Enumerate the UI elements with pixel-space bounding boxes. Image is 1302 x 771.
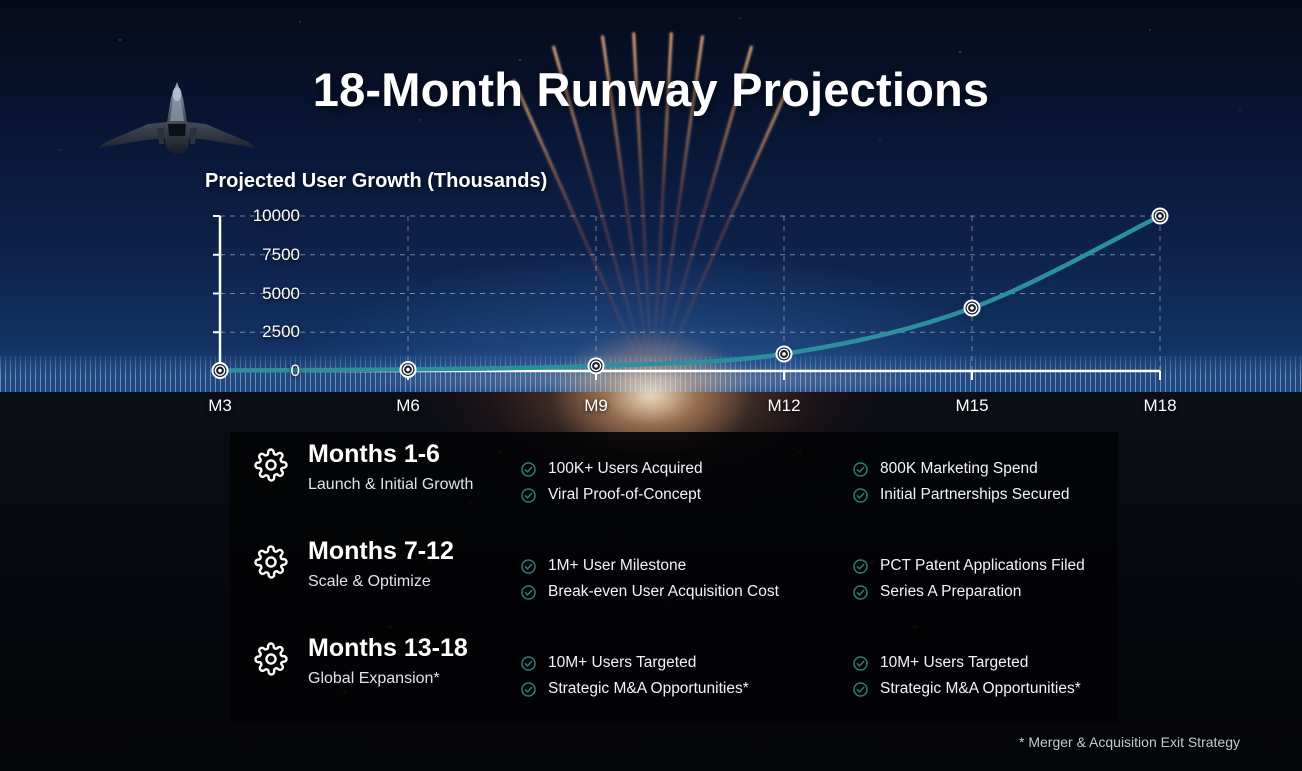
chart-y-tick-label: 5000: [262, 283, 300, 303]
chart-data-point[interactable]: [1151, 207, 1169, 225]
chart-svg: [211, 207, 1169, 380]
chart-data-point[interactable]: [399, 360, 417, 378]
chart-line-series: [217, 213, 1163, 373]
milestone-row: Months 1-6 Launch & Initial Growth 100K+ …: [230, 434, 1118, 531]
milestone-item-label: Viral Proof-of-Concept: [548, 486, 702, 503]
circle-check-icon: [520, 487, 537, 504]
chart-y-tick-label: 7500: [262, 244, 300, 264]
milestone-item: Strategic M&A Opportunities*: [520, 676, 860, 702]
gear-icon: [254, 448, 288, 482]
milestone-column-right: 800K Marketing Spend Initial Partnership…: [852, 456, 1192, 508]
milestones-panel: Months 1-6 Launch & Initial Growth 100K+ …: [230, 432, 1118, 723]
milestone-item: 10M+ Users Targeted: [852, 650, 1192, 676]
milestone-item-label: 800K Marketing Spend: [880, 460, 1038, 477]
milestone-item-label: 10M+ Users Targeted: [880, 654, 1029, 671]
milestone-column-left: 10M+ Users Targeted Strategic M&A Opport…: [520, 650, 860, 702]
circle-check-icon: [852, 584, 869, 601]
circle-check-icon: [520, 584, 537, 601]
chart-y-tick-label: 2500: [262, 322, 300, 342]
milestone-item-label: Series A Preparation: [880, 583, 1022, 600]
milestone-column-right: 10M+ Users Targeted Strategic M&A Opport…: [852, 650, 1192, 702]
milestone-item-label: 10M+ Users Targeted: [548, 654, 697, 671]
milestone-row-title: Months 13-18: [308, 634, 468, 662]
chart-x-tick-label: M18: [1143, 396, 1177, 415]
milestone-row-title: Months 1-6: [308, 440, 440, 468]
chart-x-tick-label: M15: [955, 396, 989, 415]
milestone-item: Viral Proof-of-Concept: [520, 482, 860, 508]
circle-check-icon: [520, 655, 537, 672]
milestone-item: 800K Marketing Spend: [852, 456, 1192, 482]
circle-check-icon: [852, 487, 869, 504]
chart-data-point[interactable]: [211, 362, 229, 380]
milestone-item-label: PCT Patent Applications Filed: [880, 557, 1085, 574]
milestone-item: Series A Preparation: [852, 579, 1192, 605]
chart-plot-area: [125, 198, 1205, 398]
milestone-row: Months 13-18 Global Expansion* 10M+ Users…: [230, 628, 1118, 725]
chart-data-point[interactable]: [587, 357, 605, 375]
page-title: 18-Month Runway Projections: [312, 63, 990, 116]
milestone-item: Break-even User Acquisition Cost: [520, 579, 860, 605]
chart-data-point[interactable]: [963, 299, 981, 317]
milestone-item-label: 100K+ Users Acquired: [548, 460, 703, 477]
chart-x-tick-label: M3: [208, 396, 232, 415]
chart-y-tick-label: 0: [290, 361, 300, 380]
milestone-item-label: Strategic M&A Opportunities*: [548, 680, 749, 697]
milestone-column-left: 100K+ Users Acquired Viral Proof-of-Conc…: [520, 456, 860, 508]
milestone-column-right: PCT Patent Applications Filed Series A P…: [852, 553, 1192, 605]
milestone-row-title: Months 7-12: [308, 537, 454, 565]
milestone-row-subtitle: Scale & Optimize: [308, 573, 431, 590]
circle-check-icon: [520, 681, 537, 698]
chart-x-tick-label: M12: [767, 396, 801, 415]
runway-horizon-glow: [551, 330, 751, 450]
milestone-item: 10M+ Users Targeted: [520, 650, 860, 676]
footnote: * Merger & Acquisition Exit Strategy: [1019, 734, 1240, 750]
milestone-item-label: Strategic M&A Opportunities*: [880, 680, 1081, 697]
circle-check-icon: [852, 681, 869, 698]
circle-check-icon: [520, 461, 537, 478]
circle-check-icon: [852, 461, 869, 478]
milestone-item: 1M+ User Milestone: [520, 553, 860, 579]
chart-x-tick-label: M9: [584, 396, 608, 415]
milestone-column-left: 1M+ User Milestone Break-even User Acqui…: [520, 553, 860, 605]
gear-icon: [254, 642, 288, 676]
user-growth-chart: Projected User Growth (Thousands) 0 2500 5…: [125, 170, 1205, 415]
milestone-row-subtitle: Global Expansion*: [308, 670, 440, 687]
milestone-item: Initial Partnerships Secured: [852, 482, 1192, 508]
circle-check-icon: [852, 655, 869, 672]
stars-layer: [0, 0, 1302, 392]
chart-y-tick-label: 10000: [252, 206, 300, 225]
circle-check-icon: [852, 558, 869, 575]
milestone-item-label: Initial Partnerships Secured: [880, 486, 1070, 503]
milestone-item: PCT Patent Applications Filed: [852, 553, 1192, 579]
milestone-item: Strategic M&A Opportunities*: [852, 676, 1192, 702]
milestone-item-label: Break-even User Acquisition Cost: [548, 583, 779, 600]
chart-title: Projected User Growth (Thousands): [205, 170, 548, 192]
milestone-item: 100K+ Users Acquired: [520, 456, 860, 482]
fighter-jet-icon: [88, 78, 266, 156]
chart-x-tick-label: M6: [396, 396, 420, 415]
circle-check-icon: [520, 558, 537, 575]
gear-icon: [254, 545, 288, 579]
chart-data-point[interactable]: [775, 345, 793, 363]
milestone-row: Months 7-12 Scale & Optimize 1M+ User Mil…: [230, 531, 1118, 628]
milestone-item-label: 1M+ User Milestone: [548, 557, 687, 574]
milestone-row-subtitle: Launch & Initial Growth: [308, 476, 474, 493]
